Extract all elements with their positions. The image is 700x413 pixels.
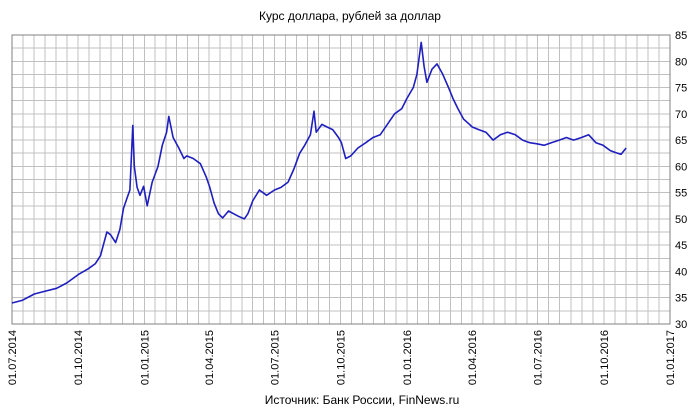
x-tick-label: 01.01.2015 bbox=[139, 330, 151, 385]
y-tick-label: 35 bbox=[675, 293, 687, 305]
chart-title: Курс доллара, рублей за доллар bbox=[259, 9, 441, 23]
x-tick-label: 01.10.2016 bbox=[599, 330, 611, 385]
x-tick-label: 01.04.2015 bbox=[204, 330, 216, 385]
x-tick-label: 01.04.2016 bbox=[467, 330, 479, 385]
y-tick-label: 70 bbox=[675, 109, 687, 121]
x-axis: 01.07.2014 01.10.2014 01.01.2015 01.04.2015… bbox=[7, 330, 677, 385]
series-layer bbox=[11, 41, 627, 304]
y-tick-label: 55 bbox=[675, 188, 687, 200]
y-tick-label: 80 bbox=[675, 56, 687, 68]
y-tick-label: 50 bbox=[675, 214, 687, 226]
grid bbox=[11, 34, 671, 325]
series-line bbox=[11, 41, 627, 304]
y-tick-label: 60 bbox=[675, 161, 687, 173]
y-tick-label: 30 bbox=[675, 319, 687, 331]
y-tick-label: 75 bbox=[675, 83, 687, 95]
x-tick-label: 01.01.2016 bbox=[402, 330, 414, 385]
y-tick-label: 40 bbox=[675, 266, 687, 278]
y-tick-label: 65 bbox=[675, 135, 687, 147]
source-label: Источник: Банк России, FinNews.ru bbox=[265, 393, 460, 407]
x-tick-label: 01.07.2016 bbox=[533, 330, 545, 385]
x-tick-label: 01.07.2014 bbox=[7, 330, 19, 385]
y-axis: 30 35 40 45 50 55 60 65 70 75 80 85 bbox=[675, 30, 687, 331]
y-tick-label: 85 bbox=[675, 30, 687, 42]
x-tick-label: 01.01.2017 bbox=[665, 330, 677, 385]
y-tick-label: 45 bbox=[675, 240, 687, 252]
x-tick-label: 01.07.2015 bbox=[269, 330, 281, 385]
plot-frame bbox=[11, 34, 671, 325]
x-tick-label: 01.10.2014 bbox=[73, 330, 85, 385]
x-tick-label: 01.10.2015 bbox=[336, 330, 348, 385]
